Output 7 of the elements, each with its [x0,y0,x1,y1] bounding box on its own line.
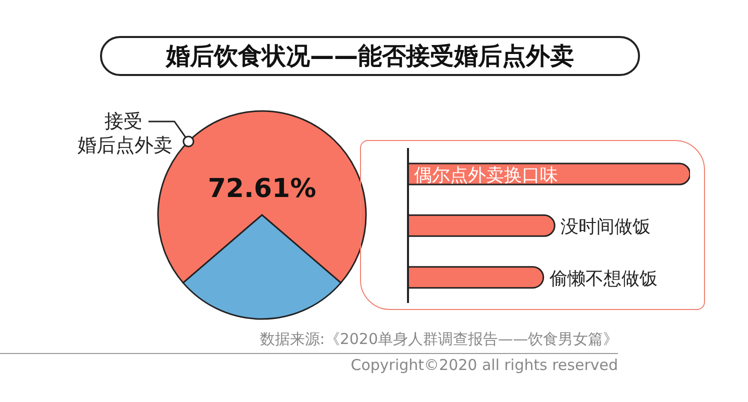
source-note: 数据来源:《2020单身人群调查报告——饮食男女篇》 [260,330,618,349]
text: Copyright©2020 all rights reserved [350,356,618,374]
y-tick-label: 偶尔点外卖换口味 [414,165,558,186]
y-tick-label: 偷懒不想做饭 [549,268,658,290]
y-tick-label: 没时间做饭 [560,216,651,238]
data-label: 72.61% [208,174,316,204]
legend-label: 接受婚后点外卖 [77,110,172,156]
